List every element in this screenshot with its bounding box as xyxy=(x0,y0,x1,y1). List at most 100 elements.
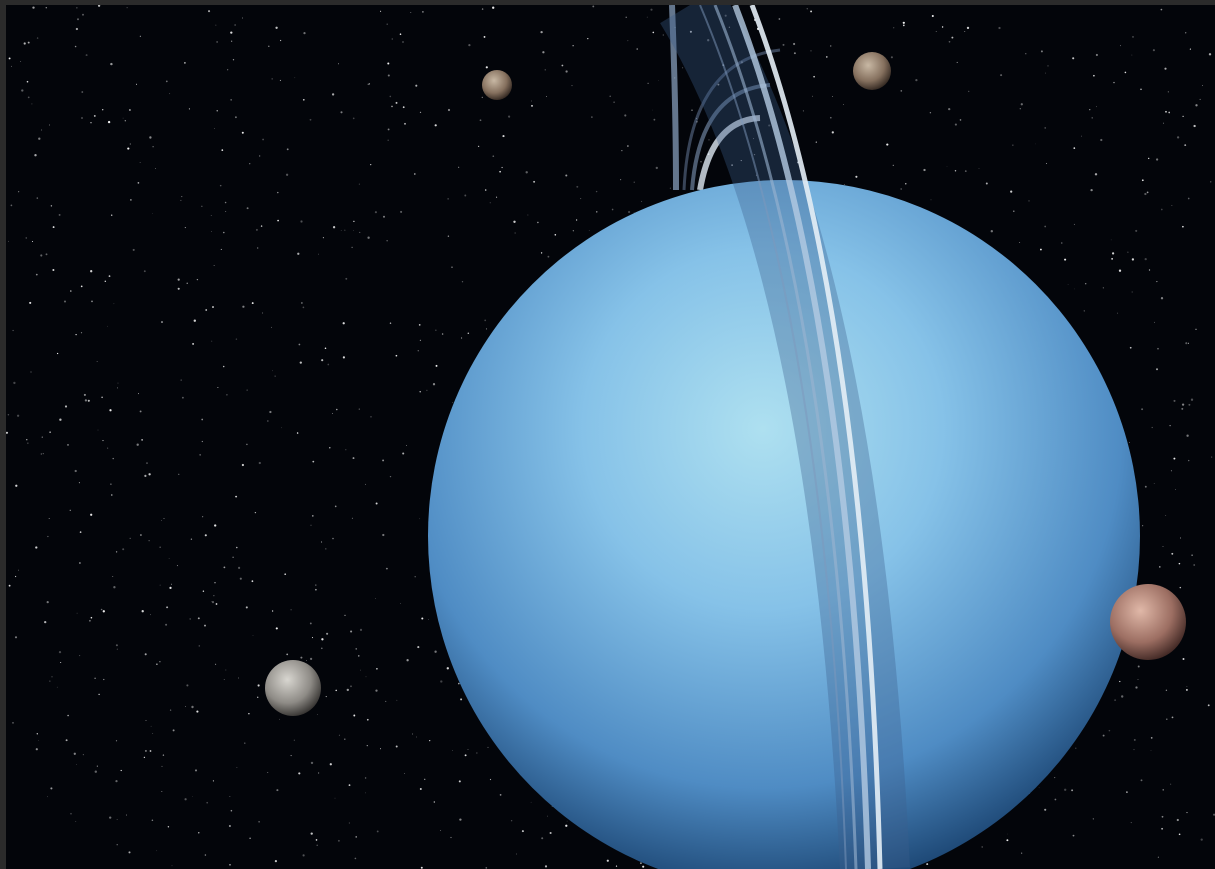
star xyxy=(946,165,948,167)
star xyxy=(222,365,225,368)
star xyxy=(1171,552,1174,555)
star xyxy=(315,839,318,841)
star xyxy=(50,205,53,207)
star xyxy=(234,116,237,119)
star xyxy=(246,207,249,210)
star xyxy=(332,226,336,229)
star xyxy=(829,116,832,119)
star xyxy=(1195,328,1197,330)
star xyxy=(1094,173,1098,176)
star xyxy=(26,80,29,83)
star xyxy=(335,689,337,692)
star xyxy=(294,77,296,79)
star xyxy=(815,141,817,143)
star xyxy=(141,610,144,613)
star xyxy=(277,219,279,222)
star xyxy=(74,45,77,48)
star xyxy=(915,78,918,82)
star xyxy=(286,653,289,656)
star xyxy=(309,622,312,625)
star xyxy=(359,231,361,233)
star xyxy=(1047,65,1049,67)
star xyxy=(353,714,356,717)
star xyxy=(241,131,244,134)
star xyxy=(1083,310,1086,312)
star xyxy=(1165,514,1167,517)
star xyxy=(387,128,390,131)
star xyxy=(451,266,453,268)
star xyxy=(196,710,199,713)
star xyxy=(204,624,206,627)
star xyxy=(286,148,289,151)
star xyxy=(196,278,199,281)
star xyxy=(299,361,302,364)
star xyxy=(481,8,484,10)
star xyxy=(87,399,90,402)
star xyxy=(35,273,38,276)
star xyxy=(122,117,124,119)
star xyxy=(365,676,367,678)
star xyxy=(230,31,233,34)
star xyxy=(768,124,771,127)
star xyxy=(375,502,378,505)
star xyxy=(926,863,929,866)
star xyxy=(1171,205,1173,206)
star xyxy=(79,531,82,533)
star xyxy=(241,17,244,19)
star xyxy=(144,749,147,752)
star xyxy=(1193,124,1196,128)
star xyxy=(257,696,259,698)
star xyxy=(1157,856,1159,858)
star xyxy=(1130,822,1132,824)
star xyxy=(954,170,957,172)
star xyxy=(168,558,170,559)
star xyxy=(367,236,370,239)
star xyxy=(315,584,317,586)
star xyxy=(126,814,128,816)
star xyxy=(70,812,72,815)
star xyxy=(210,215,212,216)
star xyxy=(342,356,345,359)
star xyxy=(40,254,43,257)
star xyxy=(1039,248,1042,251)
star xyxy=(565,824,568,827)
star xyxy=(249,837,251,839)
star xyxy=(302,854,305,857)
star xyxy=(1071,789,1074,792)
star xyxy=(389,95,392,98)
star xyxy=(1046,162,1047,164)
moon xyxy=(853,52,891,90)
star xyxy=(1165,689,1168,691)
star xyxy=(419,111,422,114)
star xyxy=(201,418,204,421)
star xyxy=(79,655,81,657)
star xyxy=(1166,718,1168,720)
star xyxy=(220,248,222,250)
star xyxy=(109,816,112,819)
star xyxy=(298,343,301,346)
star xyxy=(312,460,315,463)
star xyxy=(85,54,88,57)
star xyxy=(161,790,163,793)
star xyxy=(130,199,132,201)
star xyxy=(36,37,39,39)
star xyxy=(1100,138,1103,142)
star xyxy=(572,45,574,47)
star xyxy=(353,220,355,223)
star xyxy=(198,645,201,647)
star xyxy=(435,364,438,367)
star xyxy=(492,6,495,9)
star xyxy=(391,105,393,108)
star xyxy=(1148,157,1150,160)
star xyxy=(353,230,354,231)
star xyxy=(1020,103,1023,106)
star xyxy=(84,399,88,402)
star xyxy=(309,657,313,661)
star xyxy=(655,166,658,170)
star xyxy=(65,739,68,742)
star xyxy=(169,709,172,711)
star xyxy=(122,548,125,551)
star xyxy=(177,278,180,281)
star xyxy=(533,180,536,183)
star xyxy=(101,396,103,399)
